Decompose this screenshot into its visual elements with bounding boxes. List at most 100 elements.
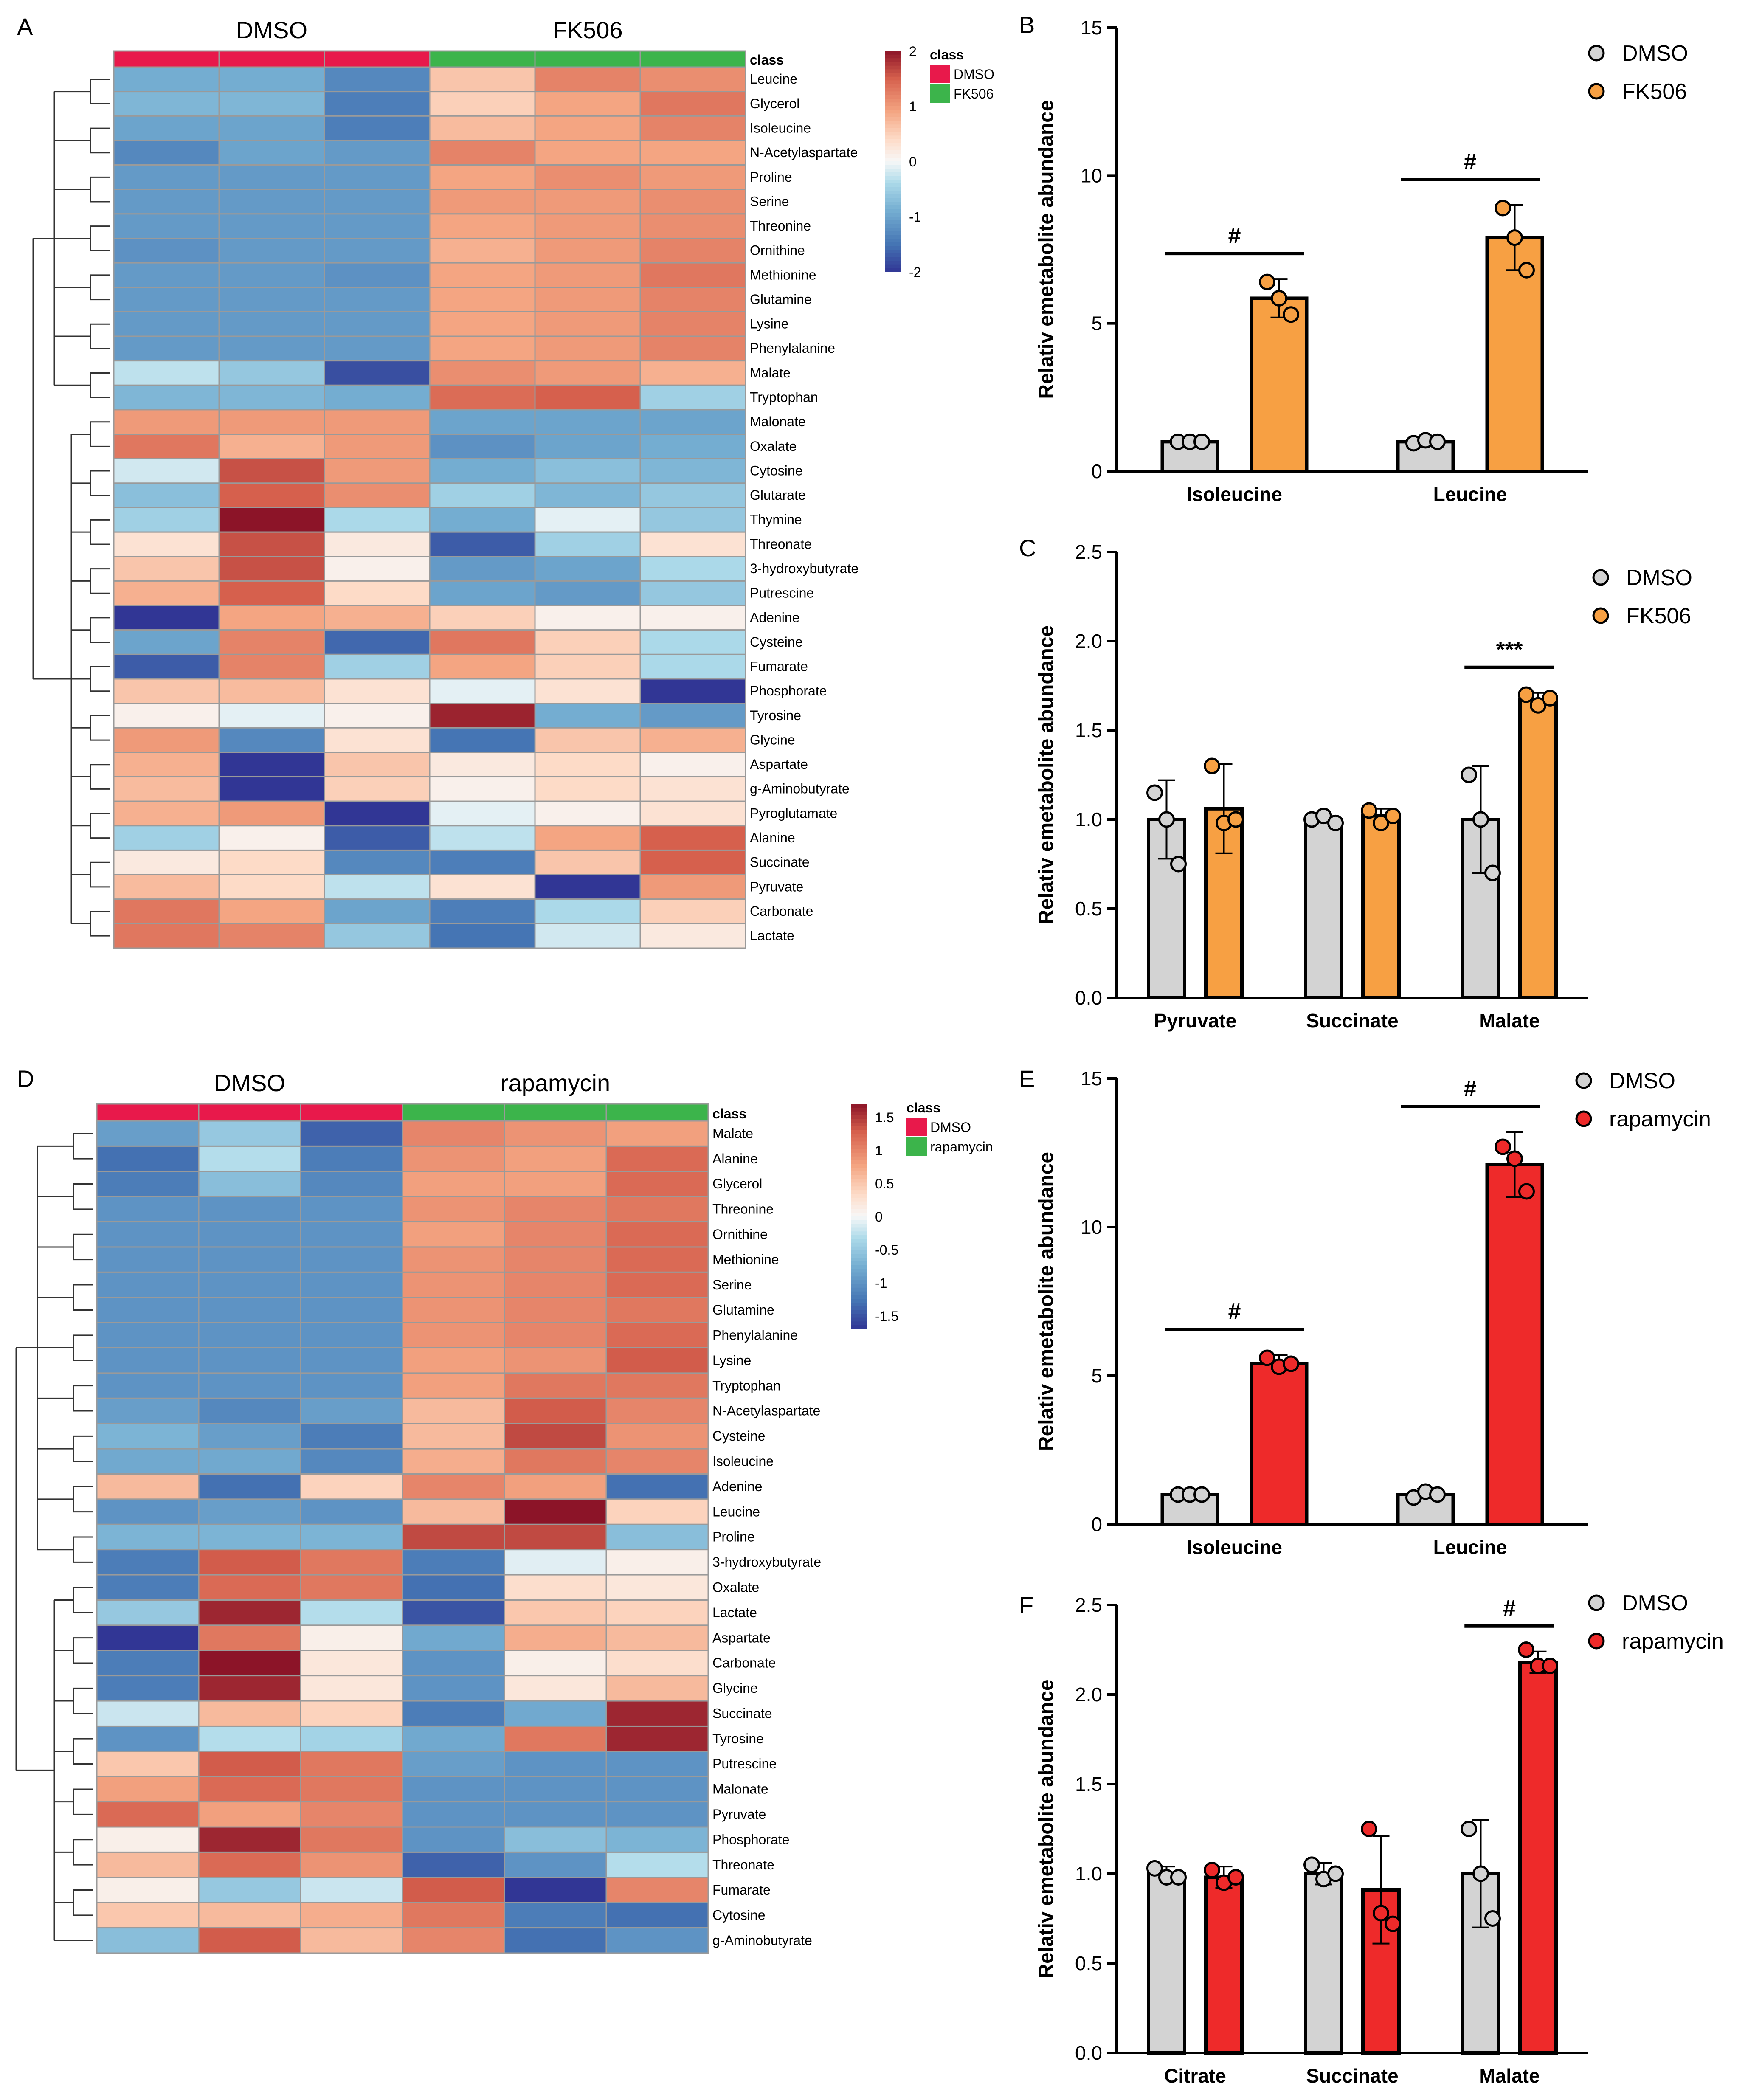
legend-label-fk506: FK506 (1622, 79, 1687, 104)
data-point (1193, 433, 1210, 450)
heatmap-cell (534, 580, 641, 606)
heatmap-cell (402, 1776, 505, 1803)
row-label-glutamine: Glutamine (750, 292, 812, 307)
heatmap-cell (300, 1902, 403, 1929)
heatmap-cell (218, 91, 325, 117)
heatmap-cell (402, 1397, 505, 1424)
heatmap-cell (96, 1624, 200, 1651)
heatmap-cell (504, 1372, 607, 1399)
heatmap-cell (605, 1246, 709, 1273)
heatmap-cell (402, 1877, 505, 1903)
heatmap-cell (504, 1397, 607, 1424)
heatmap-cell (534, 311, 641, 337)
heatmap-cell (639, 213, 746, 239)
colorbar-segment (885, 143, 901, 147)
heatmap-cell (504, 1725, 607, 1752)
heatmap-cell (429, 335, 536, 362)
legend-marker-dmso (1592, 569, 1609, 586)
heatmap-cell (534, 776, 641, 802)
row-label-ornithine: Ornithine (750, 243, 805, 258)
heatmap-cell (300, 1372, 403, 1399)
colorbar-segment (885, 87, 901, 92)
heatmap-cell (324, 605, 431, 631)
heatmap-cell (96, 1599, 200, 1626)
heatmap-cell (429, 874, 536, 900)
y-tick-label: 15 (1081, 17, 1102, 39)
heatmap-cell (639, 262, 746, 288)
legend-label-fk506: FK506 (954, 86, 994, 101)
colorbar-segment (851, 1287, 867, 1292)
heatmap-cell (504, 1574, 607, 1601)
data-point (1518, 262, 1535, 279)
heatmap-cell (429, 629, 536, 655)
colorbar-segment (851, 1186, 867, 1191)
row-label-aspartate: Aspartate (712, 1630, 771, 1645)
colorbar-segment (885, 150, 901, 155)
heatmap-cell (96, 1271, 200, 1298)
colorbar-segment (885, 121, 901, 125)
colorbar-segment (851, 1284, 867, 1288)
heatmap-cell (429, 580, 536, 606)
data-point (1303, 1856, 1320, 1873)
heatmap-cell (218, 189, 325, 215)
bar-rapamycin-leucine (1485, 1163, 1544, 1526)
y-axis-label: Relativ emetabolite abundance (1035, 1679, 1058, 1978)
heatmap-cell (113, 66, 220, 93)
heatmap-cell (534, 800, 641, 827)
heatmap-cell (300, 1650, 403, 1677)
data-point (1327, 814, 1344, 831)
heatmap-cell (300, 1751, 403, 1777)
colorbar-segment (851, 1149, 867, 1153)
heatmap-cell (504, 1145, 607, 1172)
y-tick-label: 10 (1081, 164, 1102, 186)
row-label-isoleucine: Isoleucine (712, 1454, 774, 1469)
legend-marker-fk506 (1588, 83, 1605, 100)
heatmap-cell (324, 458, 431, 484)
y-tick-label: 1.0 (1075, 1863, 1102, 1885)
heatmap-cell (639, 874, 746, 900)
data-point (1542, 690, 1558, 707)
class-bar-cell (324, 50, 431, 68)
heatmap-cell (96, 1549, 200, 1576)
heatmap-cell (300, 1196, 403, 1223)
panel-letter-d: D (17, 1065, 34, 1092)
heatmap-cell (605, 1448, 709, 1475)
heatmap-cell (605, 1423, 709, 1450)
colorbar-segment (851, 1156, 867, 1161)
row-label-glycerol: Glycerol (712, 1176, 762, 1191)
heatmap-cell (300, 1448, 403, 1475)
row-label-methionine: Methionine (712, 1252, 779, 1267)
significance-marker: # (1228, 223, 1241, 248)
significance-marker: # (1228, 1299, 1241, 1324)
legend-swatch-fk506 (930, 84, 950, 103)
class-header-label: class (750, 52, 784, 68)
heatmap-cell (96, 1927, 200, 1954)
row-label-glycerol: Glycerol (750, 96, 799, 111)
heatmap-cell (534, 237, 641, 264)
data-point (1472, 811, 1489, 828)
heatmap-cell (639, 115, 746, 141)
heatmap-cell (113, 164, 220, 190)
legend-label-dmso: DMSO (1609, 1069, 1675, 1093)
heatmap-cell (639, 800, 746, 827)
heatmap-cell (429, 384, 536, 411)
heatmap-cell (113, 213, 220, 239)
heatmap-cell (429, 287, 536, 312)
heatmap-cell (96, 1700, 200, 1727)
heatmap-cell (504, 1322, 607, 1349)
heatmap-cell (534, 531, 641, 557)
colorbar-segment (885, 187, 901, 191)
heatmap-cell (218, 237, 325, 264)
colorbar-tick-label: 1 (909, 99, 917, 114)
heatmap-cell (324, 800, 431, 827)
heatmap-cell (429, 434, 536, 459)
heatmap-cell (113, 140, 220, 166)
heatmap-cell (605, 1523, 709, 1551)
heatmap-cell (534, 874, 641, 900)
legend-marker-dmso (1588, 45, 1605, 62)
x-tick-label-isoleucine: Isoleucine (1187, 1536, 1282, 1558)
data-point (1506, 229, 1523, 246)
heatmap-cell (429, 360, 536, 386)
heatmap-cell (504, 1877, 607, 1903)
heatmap-cell (324, 213, 431, 239)
